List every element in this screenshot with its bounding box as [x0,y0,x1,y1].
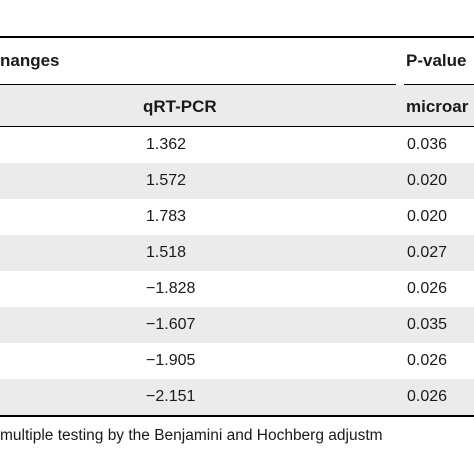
table-row: 1.783 0.020 [0,199,474,235]
table-row: −1.607 0.035 [0,307,474,343]
qrt-pcr-value: 1.783 [146,208,187,225]
p-value: 0.035 [407,316,448,333]
qrt-pcr-value: −1.828 [146,280,196,297]
table-row: 1.518 0.027 [0,235,474,271]
header-microarray: microar [406,97,469,116]
qrt-pcr-value: −2.151 [146,388,196,405]
p-value: 0.036 [407,136,448,153]
table-row: −1.828 0.026 [0,271,474,307]
header-qrt-pcr: qRT-PCR [143,97,217,116]
qrt-pcr-value: −1.607 [146,316,196,333]
header-p-value: P-value [406,51,467,70]
top-rule [0,36,474,38]
table-row: −2.151 0.026 [0,379,474,415]
p-value: 0.026 [407,352,448,369]
p-value: 0.020 [407,208,448,225]
qrt-pcr-value: 1.572 [146,172,187,189]
header-row: nanges P-value [0,38,474,84]
table-row: 1.362 0.036 [0,127,474,163]
bottom-rule [0,415,474,417]
qrt-pcr-value: 1.518 [146,244,187,261]
p-value: 0.026 [407,280,448,297]
subheader-row: qRT-PCR microar [0,85,474,131]
p-value: 0.027 [407,244,448,261]
subheader-rule [0,126,474,127]
table-footnote: multiple testing by the Benjamini and Ho… [0,427,383,444]
qrt-pcr-value: 1.362 [146,136,187,153]
header-underline-left [0,84,396,85]
table-row: −1.905 0.026 [0,343,474,379]
p-value: 0.026 [407,388,448,405]
header-underline-right [404,84,474,85]
table-row: 1.572 0.020 [0,163,474,199]
p-value: 0.020 [407,172,448,189]
header-fold-changes: nanges [0,51,60,70]
qrt-pcr-value: −1.905 [146,352,196,369]
